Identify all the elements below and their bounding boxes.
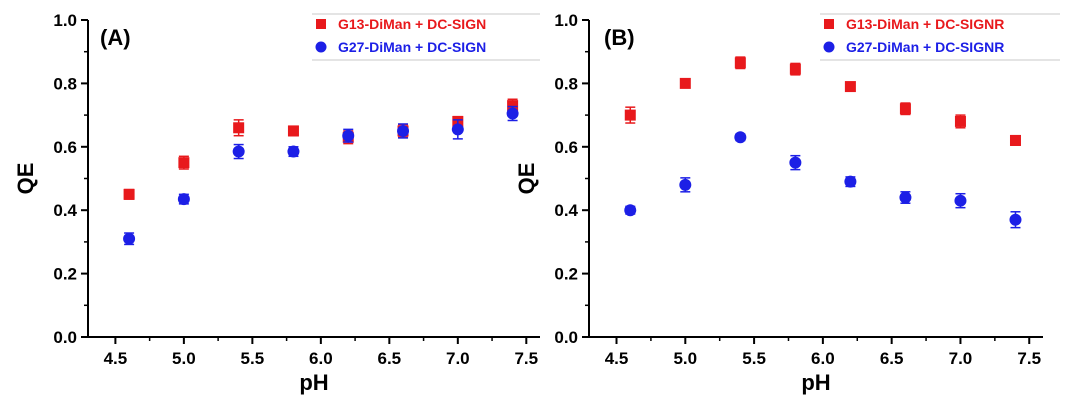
data-point-square [123, 188, 135, 200]
panel-a: 4.5 5.0 5.5 6.0 6.5 7.0 7.5 0.0 0.2 0.4 0.6 0.8 1.0 p… [13, 11, 540, 395]
y-tick-label: 0.6 [554, 138, 578, 157]
y-tick-label: 0.2 [53, 265, 77, 284]
x-tick-label: 6.5 [378, 349, 402, 368]
data-point-square [789, 63, 801, 75]
x-tick-label: 6.5 [880, 349, 904, 368]
y-axis-label: QE [514, 163, 539, 195]
x-tick-label: 5.5 [241, 349, 265, 368]
data-point-circle [342, 129, 355, 142]
data-point-circle [624, 204, 637, 217]
data-point-circle [397, 124, 410, 137]
data-point-circle [232, 145, 245, 158]
legend-entry: G13-DiMan + DC-SIGN [338, 16, 486, 32]
legend: G13-DiMan + DC-SIGN G27-DiMan + DC-SIGN [312, 13, 540, 61]
x-tick-label: 6.0 [309, 349, 333, 368]
data-point-square [899, 103, 911, 115]
y-tick-label: 0.2 [554, 265, 578, 284]
x-tick-label: 6.0 [811, 349, 835, 368]
data-point-circle [844, 175, 857, 188]
legend-marker-circle [823, 41, 835, 53]
data-point-circle [899, 191, 912, 204]
y-tick-label: 0.8 [53, 74, 77, 93]
data-point-circle [177, 193, 190, 206]
y-tick-label: 0.0 [53, 328, 77, 347]
x-tick-label: 5.0 [673, 349, 697, 368]
x-axis-label: pH [299, 370, 328, 395]
x-tick-label: 4.5 [104, 349, 128, 368]
data-point-circle [287, 145, 300, 158]
data-point-circle [1009, 213, 1022, 226]
y-tick-label: 0.0 [554, 328, 578, 347]
x-tick-label: 7.5 [1017, 349, 1041, 368]
data-point-square [1009, 134, 1021, 146]
x-tick-label: 5.5 [742, 349, 766, 368]
legend-entry: G27-DiMan + DC-SIGNR [846, 39, 1004, 55]
data-point-circle [123, 232, 136, 245]
data-point-square [844, 81, 856, 93]
data-point-square [507, 100, 519, 112]
y-tick-label: 1.0 [554, 11, 578, 30]
data-point-circle [954, 194, 967, 207]
legend-entry: G13-DiMan + DC-SIGNR [846, 16, 1004, 32]
x-tick-label: 4.5 [605, 349, 629, 368]
legend-marker-square [316, 19, 326, 29]
data-point-circle [506, 107, 519, 120]
data-point-square [287, 125, 299, 137]
y-tick-label: 0.4 [554, 201, 578, 220]
y-tick-label: 0.8 [554, 74, 578, 93]
panel-b: 4.5 5.0 5.5 6.0 6.5 7.0 7.5 0.0 0.2 0.4 0.6 0.8 1.0 p… [514, 11, 1060, 395]
y-tick-label: 0.6 [53, 138, 77, 157]
x-tick-label: 5.0 [172, 349, 196, 368]
x-tick-label: 7.0 [949, 349, 973, 368]
data-point-circle [789, 156, 802, 169]
panel-label: (B) [604, 25, 635, 50]
legend: G13-DiMan + DC-SIGNR G27-DiMan + DC-SIGNR [820, 13, 1060, 61]
x-tick-label: 7.5 [514, 349, 538, 368]
x-axis-label: pH [801, 370, 830, 395]
data-point-square [624, 109, 636, 121]
panel-label: (A) [100, 25, 131, 50]
data-point-square [679, 77, 691, 89]
data-point-circle [734, 131, 747, 144]
data-point-square [954, 115, 966, 127]
y-tick-label: 1.0 [53, 11, 77, 30]
x-tick-label: 7.0 [446, 349, 470, 368]
legend-marker-circle [315, 41, 327, 53]
y-tick-label: 0.4 [53, 201, 77, 220]
data-point-square [233, 122, 245, 134]
data-point-square [734, 57, 746, 69]
data-point-square [178, 157, 190, 169]
legend-entry: G27-DiMan + DC-SIGN [338, 39, 486, 55]
data-point-circle [679, 178, 692, 191]
data-point-circle [451, 123, 464, 136]
y-axis-label: QE [13, 163, 38, 195]
legend-marker-square [824, 19, 834, 29]
